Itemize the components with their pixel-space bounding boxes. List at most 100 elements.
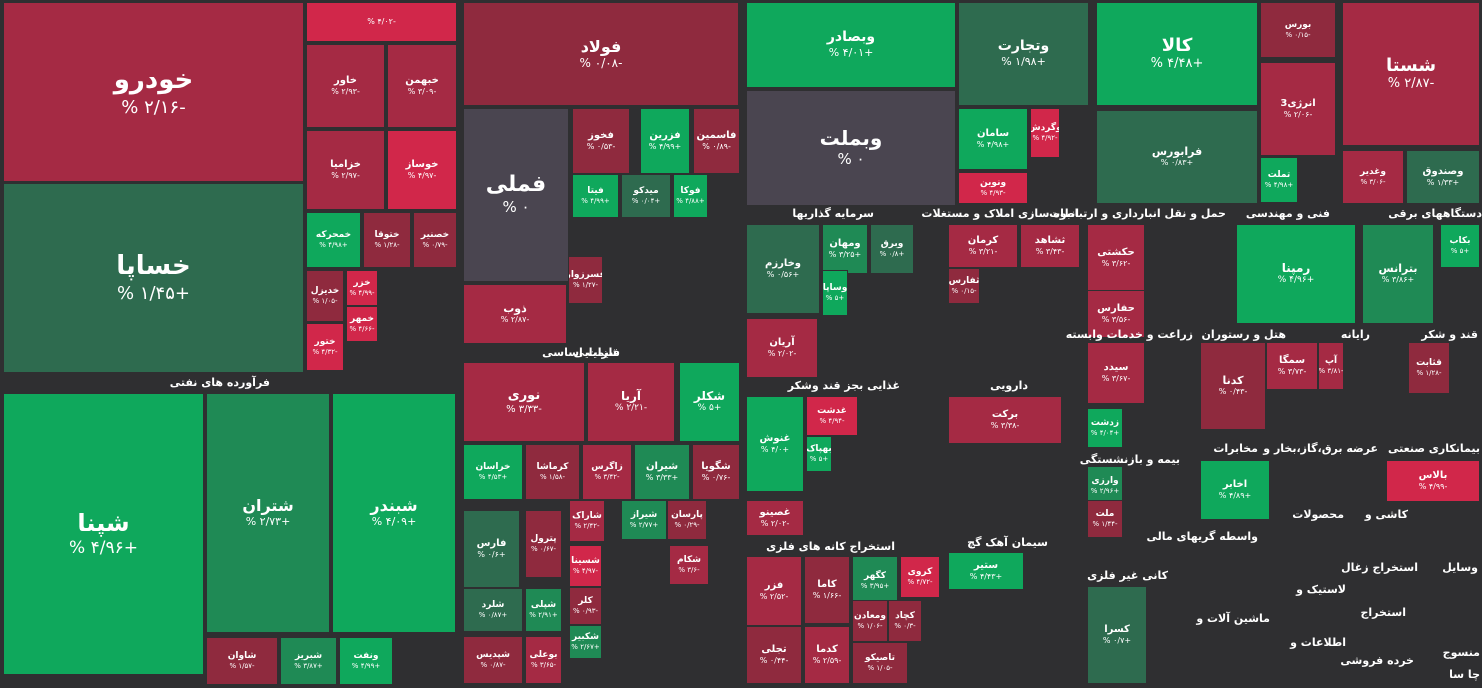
tile-خبهمن[interactable]: خبهمن -۳/۰۹ % [387,44,457,128]
tile-فزرین[interactable]: فزرین +۴/۹۹ % [640,108,690,174]
tile-خزامیا[interactable]: خزامیا -۲/۹۷ % [306,130,385,210]
tile-بترانس[interactable]: بترانس +۳/۸۶ % [1362,224,1434,324]
tile-میدکو[interactable]: میدکو +۰/۰۴ % [621,174,671,218]
tile-شبریز[interactable]: شبریز +۳/۸۷ % [280,637,337,685]
tile-شستا[interactable]: شستا -۲/۸۷ % [1342,2,1480,146]
tile-وبرق[interactable]: وبرق +۰/۸ % [870,224,914,274]
tile-شکبیر[interactable]: شکبیر +۲/۶۷ % [569,625,602,659]
tile-زدشت[interactable]: زدشت +۴/۰۴ % [1087,408,1123,448]
tile-فاسمین[interactable]: فاسمین -۰/۸۹ % [693,108,740,174]
tile-قثابت[interactable]: قثابت -۱/۲۸ % [1408,342,1450,394]
tile-وبملت[interactable]: وبملت ۰ % [746,90,956,206]
tile-شیران[interactable]: شیران +۳/۳۳ % [634,444,690,500]
tile-کروی[interactable]: کروی -۴/۷۲ % [900,556,940,598]
tile-ومهان[interactable]: ومهان +۳/۲۵ % [822,224,868,274]
tile-کرمان[interactable]: کرمان -۳/۲۱ % [948,224,1018,268]
tile-کلر[interactable]: کلر -۰/۹۳ % [569,587,602,625]
tile-شبندر[interactable]: شبندر +۴/۰۹ % [332,393,456,633]
tile-سیدد[interactable]: سیدد -۳/۶۷ % [1087,342,1145,404]
tile-انرژی3[interactable]: انرژی3 -۲/۰۶ % [1260,62,1336,156]
tile-بهپاک[interactable]: بهپاک +۵ % [806,436,832,472]
tile-unnamed[interactable]: -۴/۰۲ % [306,2,457,42]
tile-تملت[interactable]: تملت +۴/۹۸ % [1260,157,1298,203]
tile-شلرد[interactable]: شلرد +۰/۸۷ % [463,588,523,632]
tile-آپ[interactable]: آپ -۳/۸۱ % [1318,342,1344,390]
tile-وغدیر[interactable]: وغدیر -۳/۰۶ % [1342,150,1404,204]
tile-وخارزم[interactable]: وخارزم +۰/۵۶ % [746,224,820,314]
tile-ونفت[interactable]: ونفت +۴/۹۹ % [339,637,393,685]
tile-فخوز[interactable]: فخوز -۰/۵۳ % [572,108,630,174]
tile-خودرو[interactable]: خودرو -۲/۱۶ % [3,2,304,182]
tile-شتران[interactable]: شتران +۲/۷۳ % [206,393,330,633]
tile-ومعادن[interactable]: ومعادن -۱/۰۶ % [852,600,888,642]
tile-خزر[interactable]: خزر -۴/۹۹ % [346,270,378,306]
tile-خمهر[interactable]: خمهر -۴/۶۶ % [346,306,378,342]
tile-شپلی[interactable]: شپلی +۲/۹۱ % [525,588,562,632]
tile-سامان[interactable]: سامان +۴/۹۸ % [958,108,1028,170]
tile-خمحرکه[interactable]: خمحرکه +۴/۹۸ % [306,212,361,268]
tile-نوری[interactable]: نوری -۳/۳۳ % [463,362,585,442]
tile-فملی[interactable]: فملی ۰ % [463,108,569,282]
tile-آریان[interactable]: آریان -۲/۰۲ % [746,318,818,378]
tile-خساپا[interactable]: خساپا +۱/۴۵ % [3,183,304,373]
tile-فیتا[interactable]: فیتا +۴/۹۹ % [572,174,619,218]
tile-خاور[interactable]: خاور -۲/۹۳ % [306,44,385,128]
tile-بکاب[interactable]: بکاب +۵ % [1440,224,1480,268]
tile-ملت[interactable]: ملت -۱/۴۴ % [1087,500,1123,538]
tile-خدیزل[interactable]: خدیزل -۱/۰۵ % [306,270,344,322]
tile-غنوش[interactable]: غنوش +۴/۰ % [746,396,804,492]
tile-اخابر[interactable]: اخابر +۴/۸۹ % [1200,460,1270,520]
tile-ختور[interactable]: ختور -۴/۳۲ % [306,323,344,371]
tile-خوساز[interactable]: خوساز -۴/۹۷ % [387,130,457,210]
tile-کدما[interactable]: کدما -۲/۵۹ % [804,626,850,684]
tile-تاصیکو[interactable]: تاصیکو -۱/۰۵ % [852,642,908,684]
tile-کاما[interactable]: کاما -۱/۶۶ % [804,556,850,624]
tile-وبصادر[interactable]: وبصادر +۴/۰۱ % [746,2,956,88]
tile-کچاد[interactable]: کچاد -۰/۳ % [888,600,922,642]
tile-تجلی[interactable]: تجلی -۰/۴۴ % [746,626,802,684]
tile-کدنا[interactable]: کدنا -۰/۴۳ % [1200,342,1266,430]
tile-فسرزوار[interactable]: فسرزوار-۱/۲۷ % [568,256,603,304]
tile-وارزی[interactable]: وارزی +۲/۹۶ % [1087,466,1123,506]
tile-شکام[interactable]: شکام -۳/۶ % [669,545,709,585]
tile-بوعلی[interactable]: بوعلی -۳/۶۵ % [525,636,562,684]
tile-پترول[interactable]: پترول -۰/۶۷ % [525,510,562,578]
tile-کرماشا[interactable]: کرماشا -۱/۵۸ % [525,444,580,500]
tile-غدشت[interactable]: غدشت -۴/۹۴ % [806,396,858,436]
tile-شکلر[interactable]: شکلر +۵ % [679,362,740,442]
tile-خصنیر[interactable]: خصنیر -۰/۷۹ % [413,212,457,268]
tile-خراسان[interactable]: خراسان +۴/۵۳ % [463,444,523,500]
tile-شپدیس[interactable]: شپدیس -۰/۸۷ % [463,636,523,684]
tile-بالاس[interactable]: بالاس -۴/۹۹ % [1386,460,1480,502]
tile-حفارس[interactable]: حفارس -۳/۵۶ % [1087,290,1145,338]
tile-فارس[interactable]: فارس +۰/۶ % [463,510,520,588]
tile-ذوب[interactable]: ذوب -۲/۸۷ % [463,284,567,344]
tile-پارسان[interactable]: پارسان -۰/۲۹ % [667,500,707,540]
tile-کالا[interactable]: کالا +۴/۴۸ % [1096,2,1258,106]
tile-بورس[interactable]: بورس -۰/۱۵ % [1260,2,1336,58]
tile-شگویا[interactable]: شگویا -۰/۷۶ % [692,444,740,500]
tile-غصینو[interactable]: غصینو -۲/۰۲ % [746,500,804,536]
tile-ستیر[interactable]: ستیر +۴/۴۳ % [948,552,1024,590]
tile-سمگا[interactable]: سمگا -۳/۷۳ % [1266,342,1318,390]
tile-رمپنا[interactable]: رمپنا +۴/۹۶ % [1236,224,1356,324]
tile-وصندوق[interactable]: وصندوق +۱/۳۳ % [1406,150,1480,204]
tile-زاگرس[interactable]: زاگرس -۳/۴۲ % [582,444,632,500]
tile-شسینا[interactable]: شسینا -۴/۹۷ % [569,545,602,587]
tile-ختوقا[interactable]: ختوقا -۱/۲۸ % [363,212,411,268]
tile-شیراز[interactable]: شیراز +۲/۷۷ % [621,500,667,540]
tile-ثفارس[interactable]: ثفارس -۰/۱۵ % [948,268,980,304]
tile-فزر[interactable]: فزر -۲/۵۲ % [746,556,802,626]
tile-کسرا[interactable]: کسرا +۰/۷ % [1087,586,1147,684]
tile-فولاد[interactable]: فولاد -۰/۰۸ % [463,2,739,106]
tile-فوکا[interactable]: فوکا +۴/۸۸ % [673,174,708,218]
tile-آریا[interactable]: آریا -۲/۲۱ % [587,362,675,442]
tile-شپنا[interactable]: شپنا +۴/۹۶ % [3,393,204,675]
tile-وساپا[interactable]: وساپا +۵ % [822,270,848,316]
tile-حکشتی[interactable]: حکشتی -۳/۶۲ % [1087,224,1145,292]
tile-شاوان[interactable]: شاوان -۱/۵۷ % [206,637,278,685]
tile-ثشاهد[interactable]: ثشاهد -۳/۴۳ % [1020,224,1080,268]
tile-برکت[interactable]: برکت -۳/۳۸ % [948,396,1062,444]
tile-شاراک[interactable]: شاراک -۲/۴۲ % [569,500,605,542]
tile-ونوین[interactable]: ونوین -۴/۹۳ % [958,172,1028,204]
